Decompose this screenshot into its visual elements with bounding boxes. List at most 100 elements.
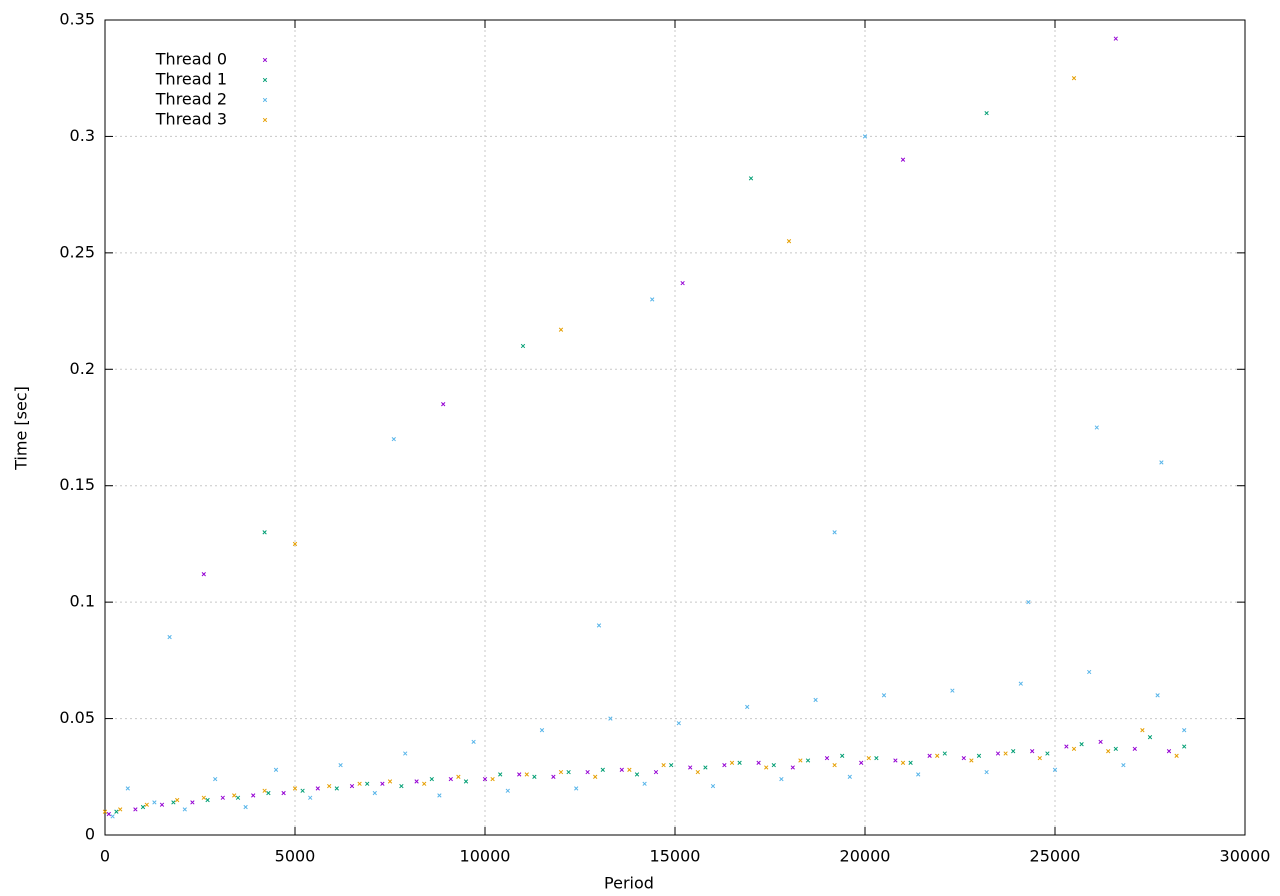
point [1182, 728, 1187, 733]
x-tick-label: 5000 [275, 847, 316, 866]
point [490, 776, 495, 782]
point [1052, 767, 1058, 772]
point [669, 762, 674, 768]
point [916, 772, 921, 777]
point [144, 802, 149, 807]
point [266, 790, 271, 796]
point [984, 769, 989, 775]
point [232, 793, 237, 798]
y-tick-label: 0.25 [59, 242, 95, 261]
point [140, 804, 146, 810]
point [190, 800, 195, 805]
point [984, 110, 989, 116]
legend-marker [262, 77, 268, 83]
point [387, 779, 393, 784]
point [893, 758, 898, 763]
legend-marker [262, 97, 268, 103]
point [976, 753, 982, 758]
point [520, 343, 526, 349]
point [1155, 693, 1160, 698]
point [737, 760, 742, 765]
point [703, 765, 708, 770]
point [125, 786, 130, 791]
point [1147, 735, 1153, 740]
point [1071, 76, 1077, 81]
point [558, 769, 564, 775]
point [315, 786, 320, 791]
point [688, 765, 693, 770]
point [539, 728, 545, 733]
point [574, 786, 579, 791]
point [862, 134, 868, 139]
point [175, 797, 180, 803]
point [235, 795, 241, 800]
point [505, 788, 510, 793]
point [201, 795, 206, 800]
x-tick-label: 0 [100, 847, 110, 866]
point [600, 767, 605, 772]
point [471, 739, 476, 745]
point [900, 157, 906, 162]
point [627, 767, 632, 772]
point [676, 721, 681, 726]
point [1037, 756, 1042, 761]
point [813, 697, 818, 703]
point [859, 760, 864, 765]
point [832, 530, 837, 535]
point [437, 793, 442, 798]
point [847, 774, 852, 779]
point [1003, 751, 1008, 756]
point [950, 688, 955, 693]
point [243, 804, 248, 810]
point [1071, 746, 1077, 751]
legend-marker [262, 57, 268, 63]
legend-marker [262, 117, 268, 123]
point [308, 795, 313, 800]
point [745, 704, 750, 710]
point [380, 781, 385, 786]
point [756, 760, 761, 765]
point [357, 781, 362, 786]
x-axis-label: Period [604, 874, 654, 893]
point [593, 774, 598, 779]
point [661, 762, 666, 768]
point [365, 781, 370, 786]
point [482, 776, 488, 782]
point [403, 751, 408, 756]
point [201, 572, 206, 577]
legend-label: Thread 2 [155, 90, 227, 109]
point [281, 790, 286, 796]
point [1079, 742, 1084, 747]
x-tick-label: 25000 [1030, 847, 1081, 866]
point [213, 776, 218, 782]
point [729, 760, 735, 765]
point [840, 753, 845, 758]
point [1121, 762, 1126, 768]
y-tick-label: 0.2 [70, 359, 95, 378]
point [866, 756, 871, 761]
point [608, 716, 613, 721]
point [805, 758, 811, 763]
point [456, 774, 461, 779]
point [114, 809, 119, 814]
point [262, 530, 267, 535]
point [338, 762, 343, 768]
point [642, 781, 647, 786]
x-tick-label: 15000 [650, 847, 701, 866]
point [874, 756, 879, 761]
point [414, 779, 419, 784]
point [935, 753, 940, 758]
point [798, 758, 803, 763]
y-tick-label: 0 [85, 825, 95, 844]
point [722, 762, 727, 768]
y-tick-label: 0.1 [70, 592, 95, 611]
point [159, 802, 165, 807]
legend-label: Thread 3 [155, 110, 227, 129]
point [995, 751, 1001, 756]
point [1106, 749, 1111, 754]
point [1113, 746, 1118, 751]
point [764, 765, 769, 770]
plot-border [104, 19, 1246, 836]
y-tick-label: 0.05 [59, 708, 95, 727]
